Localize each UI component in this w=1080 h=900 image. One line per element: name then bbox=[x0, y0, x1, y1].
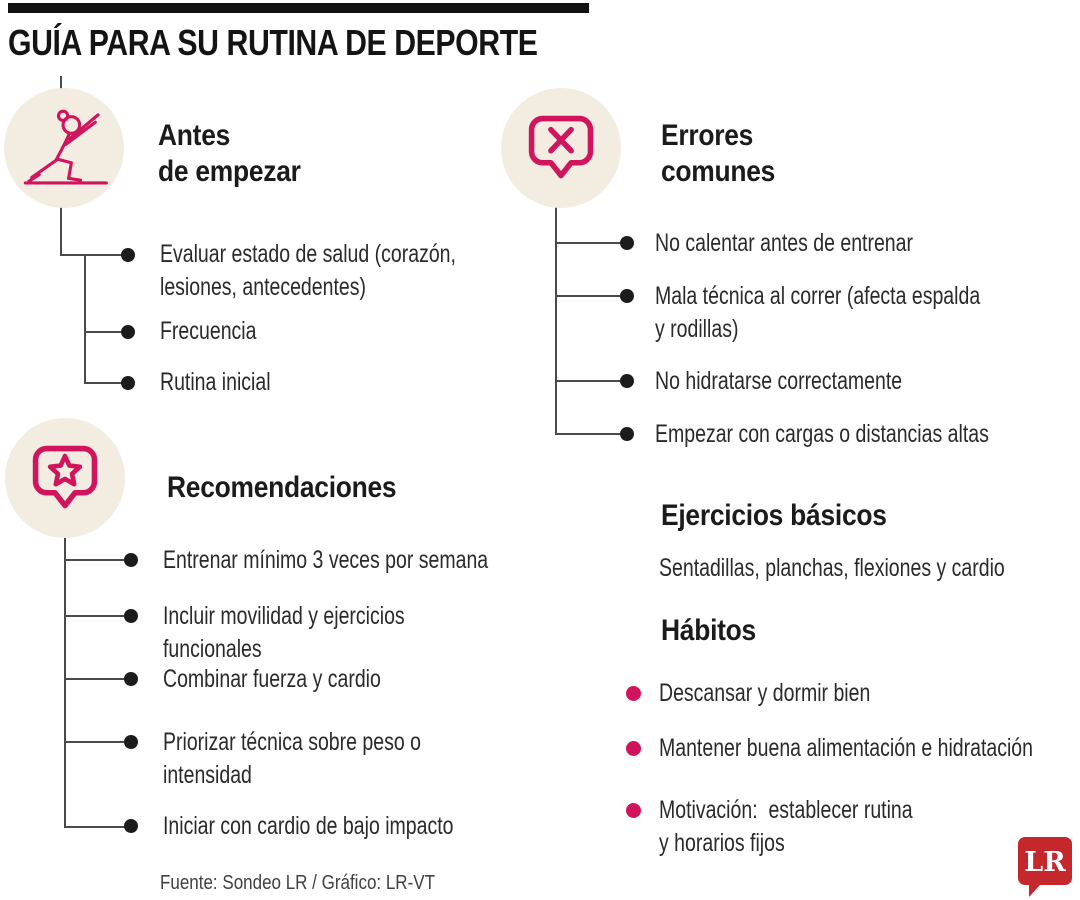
antes-connector-branch bbox=[60, 254, 128, 256]
habitos-heading: Hábitos bbox=[661, 614, 756, 647]
habitos-item: Descansar y dormir bien bbox=[659, 679, 871, 707]
antes-item: Rutina inicial bbox=[160, 368, 271, 396]
ejercicios-heading: Ejercicios básicos bbox=[661, 499, 887, 532]
bullet-dot bbox=[124, 735, 138, 749]
antes-connector-branch bbox=[84, 331, 128, 333]
recomendaciones-connector-stem bbox=[64, 478, 66, 828]
errores-connector-branch bbox=[555, 433, 627, 435]
recomendaciones-item: Priorizar técnica sobre peso o intensida… bbox=[163, 728, 421, 789]
bullet-dot bbox=[620, 289, 634, 303]
habitos-item: Motivación: establecer rutina y horarios… bbox=[659, 796, 913, 857]
title-accent-bar bbox=[8, 3, 589, 13]
bullet-dot bbox=[620, 427, 634, 441]
bullet-dot bbox=[124, 672, 138, 686]
recomendaciones-item: Entrenar mínimo 3 veces por semana bbox=[163, 546, 489, 574]
source-credit: Fuente: Sondeo LR / Gráfico: LR-VT bbox=[160, 872, 435, 894]
speech-bubble-x-icon bbox=[515, 102, 607, 194]
recomendaciones-heading: Recomendaciones bbox=[167, 471, 397, 504]
recomendaciones-connector-branch bbox=[64, 615, 131, 617]
errores-connector-stem bbox=[555, 148, 557, 435]
recomendaciones-connector-branch bbox=[64, 741, 131, 743]
antes-item: Frecuencia bbox=[160, 317, 257, 345]
errores-item: Empezar con cargas o distancias altas bbox=[655, 420, 989, 448]
habitos-item: Mantener buena alimentación e hidratació… bbox=[659, 734, 1033, 762]
bullet-dot-pink bbox=[626, 686, 641, 701]
recomendaciones-item: Combinar fuerza y cardio bbox=[163, 665, 381, 693]
lr-logo-bubble bbox=[1018, 837, 1072, 897]
bullet-dot bbox=[124, 553, 138, 567]
errores-connector-branch bbox=[555, 242, 627, 244]
errores-item: Mala técnica al correr (afecta espalda y… bbox=[655, 282, 981, 343]
ejercicios-text: Sentadillas, planchas, flexiones y cardi… bbox=[659, 554, 1005, 582]
bullet-dot bbox=[124, 609, 138, 623]
antes-heading: Antes de empezar bbox=[158, 119, 301, 188]
errores-connector-branch bbox=[555, 295, 627, 297]
bullet-dot-pink bbox=[626, 803, 641, 818]
stretching-person-icon bbox=[18, 102, 110, 194]
errores-heading: Errores comunes bbox=[661, 119, 776, 188]
errores-item: No hidratarse correctamente bbox=[655, 367, 903, 395]
bullet-dot bbox=[121, 325, 135, 339]
page-title: GUÍA PARA SU RUTINA DE DEPORTE bbox=[8, 22, 538, 63]
bullet-dot bbox=[620, 236, 634, 250]
antes-connector-stem2 bbox=[84, 254, 86, 384]
bullet-dot bbox=[121, 248, 135, 262]
lr-logo: LR bbox=[1018, 837, 1072, 897]
bullet-dot bbox=[620, 374, 634, 388]
errores-item: No calentar antes de entrenar bbox=[655, 229, 913, 257]
bullet-dot bbox=[124, 819, 138, 833]
antes-item: Evaluar estado de salud (corazón, lesion… bbox=[160, 240, 456, 301]
speech-bubble-star-icon bbox=[19, 432, 111, 524]
bullet-dot bbox=[121, 376, 135, 390]
recomendaciones-connector-branch bbox=[64, 559, 131, 561]
antes-icon-circle bbox=[4, 88, 124, 208]
antes-connector-branch bbox=[84, 382, 128, 384]
bullet-dot-pink bbox=[626, 741, 641, 756]
recomendaciones-connector-branch bbox=[64, 678, 131, 680]
recomendaciones-icon-circle bbox=[5, 418, 125, 538]
recomendaciones-connector-branch bbox=[64, 826, 131, 828]
errores-icon-circle bbox=[501, 88, 621, 208]
lr-logo-text: LR bbox=[1024, 847, 1066, 878]
errores-connector-branch bbox=[555, 380, 627, 382]
recomendaciones-item: Incluir movilidad y ejercicios funcional… bbox=[163, 602, 405, 663]
recomendaciones-item: Iniciar con cardio de bajo impacto bbox=[163, 812, 454, 840]
